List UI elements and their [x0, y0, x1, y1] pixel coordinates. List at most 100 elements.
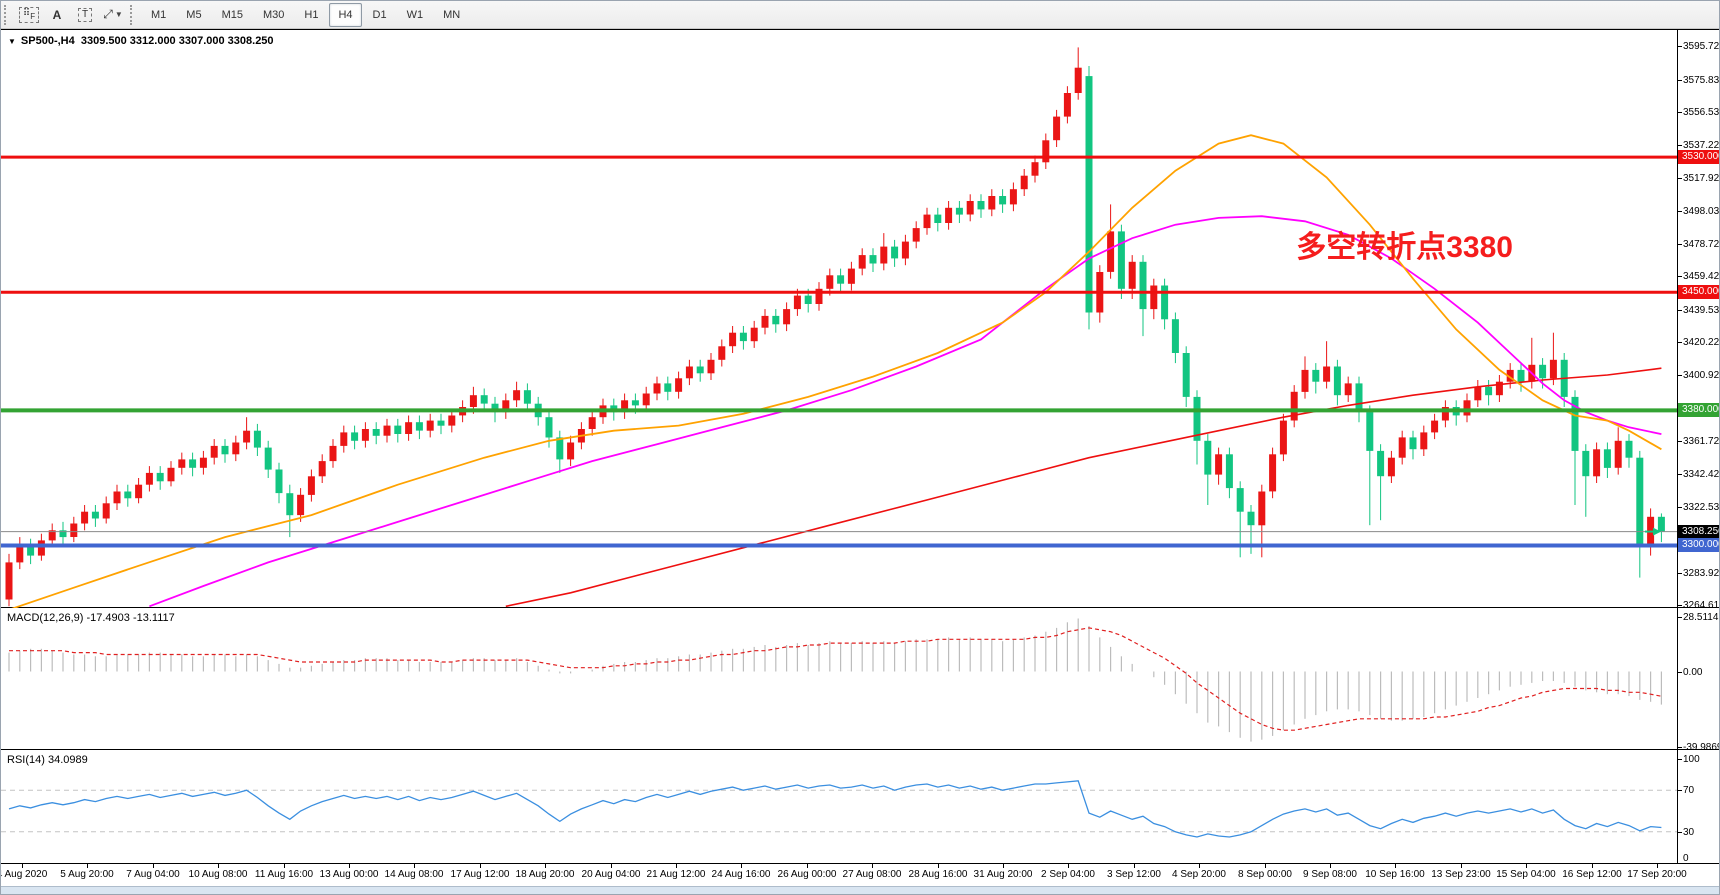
- text-box-icon[interactable]: T: [72, 3, 98, 27]
- rsi-tick-label: 0: [1683, 853, 1689, 864]
- time-label: 13 Aug 00:00: [319, 869, 379, 880]
- main-chart-panel: 3595.725 3575.835 3556.530 3537.225 3517.920…: [1, 29, 1720, 611]
- time-label: 14 Aug 08:00: [384, 869, 444, 880]
- price-tick-label: 3517.920: [1683, 173, 1720, 184]
- time-tick: [218, 864, 219, 868]
- timeframe-button-m15[interactable]: M15: [221, 8, 243, 21]
- time-label: 20 Aug 04:00: [581, 869, 641, 880]
- time-tick: [1657, 864, 1658, 868]
- timeframe-button-m5[interactable]: M5: [186, 8, 202, 21]
- time-tick: [1265, 864, 1266, 868]
- time-label: 10 Sep 16:00: [1365, 869, 1425, 880]
- time-tick: [1330, 864, 1331, 868]
- rsi-tick-label: 100: [1683, 754, 1700, 765]
- macd-plot[interactable]: [1, 608, 1677, 750]
- timeframe-button-m30[interactable]: M30: [262, 8, 285, 21]
- time-tick: [1461, 864, 1462, 868]
- price-axis[interactable]: 3595.725 3575.835 3556.530 3537.225 3517.920…: [1677, 30, 1720, 611]
- time-tick: [87, 864, 88, 868]
- chevron-down-icon: ▼: [114, 10, 123, 19]
- text-label-icon[interactable]: A: [52, 7, 62, 22]
- time-tick: [480, 864, 481, 868]
- timeframe-button-m1[interactable]: M1: [151, 8, 167, 21]
- macd-tick-label: 0.00: [1683, 667, 1703, 678]
- time-label: 16 Sep 12:00: [1562, 869, 1622, 880]
- price-tick-label: 3420.225: [1683, 337, 1720, 348]
- price-tag: 3450.000: [1678, 285, 1719, 299]
- template-icon[interactable]: ⠿F: [16, 3, 42, 27]
- time-label: 4 Aug 2020: [0, 869, 48, 880]
- timeframe-toolbar-grip[interactable]: [130, 4, 137, 25]
- rsi-plot[interactable]: [1, 750, 1677, 864]
- axis-tick: [1678, 617, 1682, 618]
- time-tick: [676, 864, 677, 868]
- time-tick: [1134, 864, 1135, 868]
- time-label: 8 Sep 00:00: [1238, 869, 1292, 880]
- time-label: 24 Aug 16:00: [711, 869, 771, 880]
- axis-tick: [1678, 573, 1682, 574]
- timeframe-button-d1[interactable]: D1: [372, 8, 387, 21]
- axis-tick: [1678, 211, 1682, 212]
- time-tick: [284, 864, 285, 868]
- price-tick-label: 3400.920: [1683, 370, 1720, 381]
- price-tick-label: 3575.835: [1683, 75, 1720, 86]
- axis-tick: [1678, 46, 1682, 47]
- axis-tick: [1678, 342, 1682, 343]
- axis-tick: [1678, 178, 1682, 179]
- price-tick-label: 3556.530: [1683, 107, 1720, 118]
- time-label: 13 Sep 23:00: [1431, 869, 1491, 880]
- axis-tick: [1678, 441, 1682, 442]
- timeframe-button-h4[interactable]: H4: [329, 2, 362, 27]
- time-label: 17 Aug 12:00: [450, 869, 510, 880]
- toolbar-grip[interactable]: [4, 4, 11, 25]
- axis-tick: [1678, 276, 1682, 277]
- time-label: 26 Aug 00:00: [777, 869, 837, 880]
- toolbar: ⠿F A T ⤢ ▼ M1 M5 M15 M30 H1 H4 D1 W1 MN: [1, 1, 1719, 29]
- timeframe-bar: M1 M5 M15 M30 H1 H4 D1 W1 MN: [141, 2, 470, 27]
- rsi-tick-label: 30: [1683, 827, 1695, 838]
- chevron-down-icon[interactable]: ▼: [8, 37, 16, 46]
- time-tick: [1003, 864, 1004, 868]
- time-tick: [1199, 864, 1200, 868]
- axis-tick: [1678, 747, 1682, 748]
- timeframe-button-w1[interactable]: W1: [406, 8, 424, 21]
- axis-tick: [1678, 145, 1682, 146]
- price-tick-label: 3439.530: [1683, 305, 1720, 316]
- axis-tick: [1678, 112, 1682, 113]
- price-tag: 3308.250: [1678, 525, 1719, 539]
- axis-tick: [1678, 605, 1682, 606]
- price-tick-label: 3595.725: [1683, 41, 1720, 52]
- axis-tick: [1678, 375, 1682, 376]
- cursor-tools-icon[interactable]: ⤢ ▼: [103, 7, 123, 21]
- axis-tick: [1678, 310, 1682, 311]
- axis-tick: [1678, 507, 1682, 508]
- time-label: 27 Aug 08:00: [842, 869, 902, 880]
- timeframe-button-h1[interactable]: H1: [304, 8, 319, 21]
- axis-tick: [1678, 244, 1682, 245]
- time-tick: [22, 864, 23, 868]
- time-label: 3 Sep 12:00: [1107, 869, 1161, 880]
- time-tick: [1526, 864, 1527, 868]
- price-chart-plot[interactable]: [1, 30, 1677, 609]
- axis-tick: [1678, 863, 1682, 864]
- axis-tick: [1678, 80, 1682, 81]
- price-tick-label: 3459.420: [1683, 271, 1720, 282]
- macd-tick-label: -39.9869: [1683, 742, 1720, 753]
- time-tick: [414, 864, 415, 868]
- chart-header: ▼ SP500-,H4 3309.500 3312.000 3307.000 33…: [8, 35, 274, 47]
- macd-label: MACD(12,26,9) -17.4903 -13.1117: [7, 612, 175, 624]
- axis-tick: [1678, 474, 1682, 475]
- price-tick-label: 3283.920: [1683, 568, 1720, 579]
- time-tick: [872, 864, 873, 868]
- price-tick-label: 3322.530: [1683, 502, 1720, 513]
- time-axis[interactable]: 4 Aug 2020 5 Aug 20:00 7 Aug 04:00 10 Aug 0…: [0, 864, 1719, 886]
- axis-tick: [1678, 759, 1682, 760]
- timeframe-button-mn[interactable]: MN: [443, 8, 461, 21]
- time-label: 17 Sep 20:00: [1627, 869, 1687, 880]
- chart-annotation-text: 多空转折点3380: [1296, 231, 1513, 264]
- time-label: 10 Aug 08:00: [188, 869, 248, 880]
- time-tick: [611, 864, 612, 868]
- rsi-axis: 100 70 30 0: [1677, 750, 1719, 864]
- price-tick-label: 3498.030: [1683, 206, 1720, 217]
